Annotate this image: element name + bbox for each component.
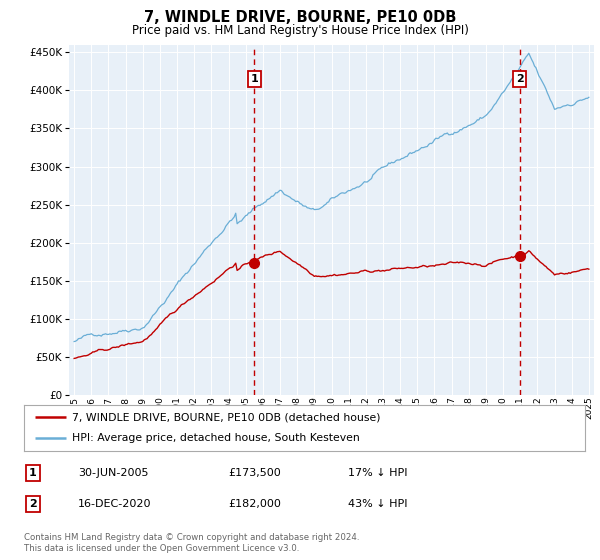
Text: 1: 1 (250, 74, 258, 84)
Text: 1: 1 (29, 468, 37, 478)
Text: Price paid vs. HM Land Registry's House Price Index (HPI): Price paid vs. HM Land Registry's House … (131, 24, 469, 36)
Text: 16-DEC-2020: 16-DEC-2020 (78, 499, 151, 509)
Text: £173,500: £173,500 (228, 468, 281, 478)
Text: 43% ↓ HPI: 43% ↓ HPI (348, 499, 407, 509)
Text: 2: 2 (29, 499, 37, 509)
Text: 7, WINDLE DRIVE, BOURNE, PE10 0DB: 7, WINDLE DRIVE, BOURNE, PE10 0DB (144, 10, 456, 25)
Text: 2: 2 (515, 74, 523, 84)
Text: 7, WINDLE DRIVE, BOURNE, PE10 0DB (detached house): 7, WINDLE DRIVE, BOURNE, PE10 0DB (detac… (71, 412, 380, 422)
Text: 17% ↓ HPI: 17% ↓ HPI (348, 468, 407, 478)
Text: 30-JUN-2005: 30-JUN-2005 (78, 468, 149, 478)
Text: HPI: Average price, detached house, South Kesteven: HPI: Average price, detached house, Sout… (71, 433, 359, 444)
Text: Contains HM Land Registry data © Crown copyright and database right 2024.
This d: Contains HM Land Registry data © Crown c… (24, 533, 359, 553)
Text: £182,000: £182,000 (228, 499, 281, 509)
